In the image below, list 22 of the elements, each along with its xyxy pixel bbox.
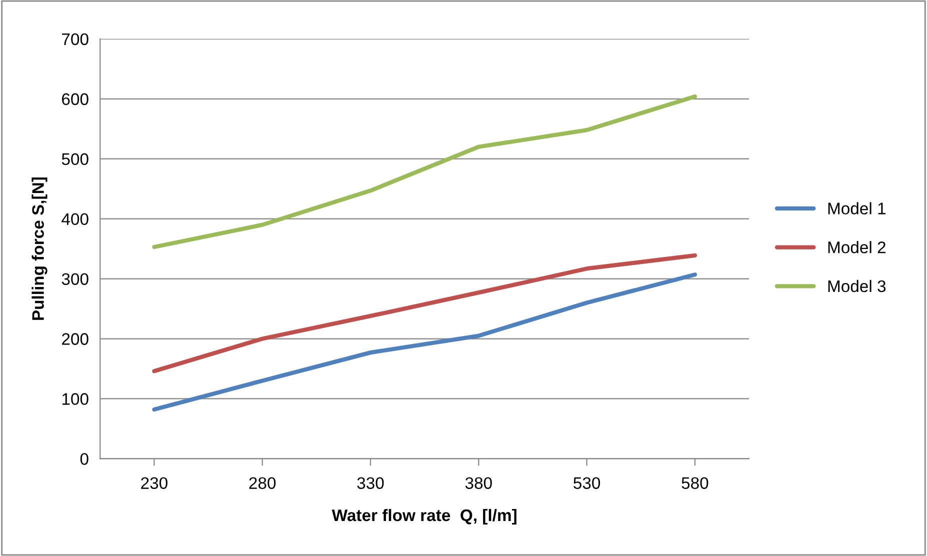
line-series [152, 94, 698, 250]
x-tick-label: 580 [682, 477, 708, 489]
y-tick-label: 300 [62, 273, 88, 285]
y-axis-title: Pulling force S,[N] [32, 178, 48, 320]
y-tick-label: 600 [62, 93, 88, 106]
y-tick-label: 400 [62, 213, 88, 226]
x-tick-label: 280 [249, 477, 276, 489]
line-series [152, 253, 698, 374]
y-tick-label: 700 [62, 33, 88, 46]
x-tick-label: 530 [574, 477, 600, 489]
y-tick-label: 500 [62, 153, 88, 166]
x-tick-label: 230 [141, 477, 168, 489]
line-series [152, 272, 698, 412]
x-tick-label: 380 [465, 477, 492, 489]
x-axis-title: Water flow rate Q, [l/m] [332, 508, 516, 524]
legend-label: Model 1 [828, 202, 886, 214]
legend-label: Model 2 [828, 241, 886, 254]
legend-label: Model 3 [828, 280, 886, 292]
y-tick-label: 100 [62, 393, 88, 405]
y-tick-label: 0 [80, 453, 88, 465]
x-tick-label: 330 [357, 477, 384, 489]
y-tick-label: 200 [62, 333, 88, 345]
